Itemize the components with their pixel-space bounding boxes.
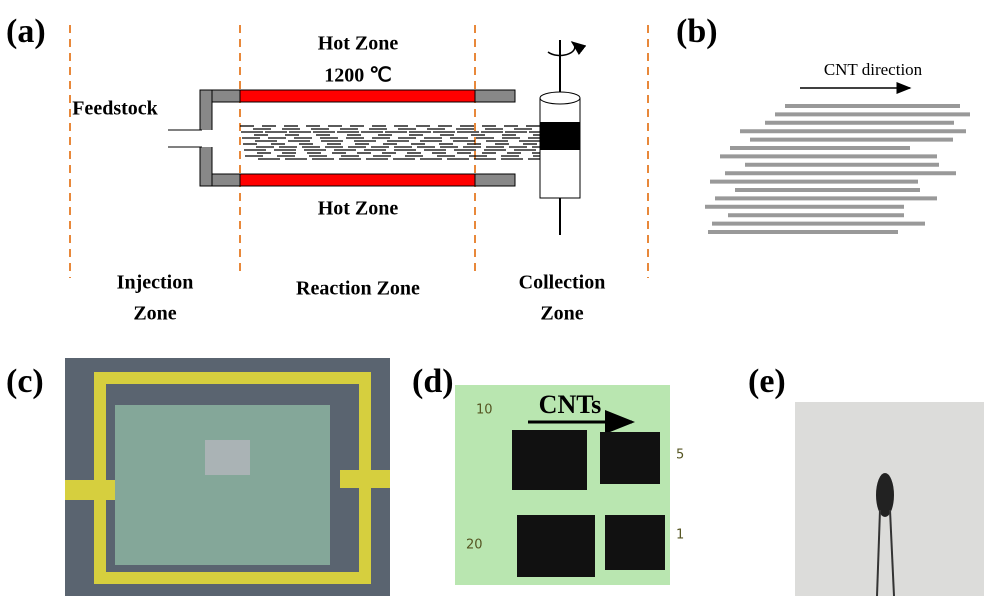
sample-mark: 5	[676, 448, 684, 463]
panel-label: (b)	[676, 13, 718, 50]
panel-label: (c)	[6, 363, 44, 400]
panel-d: (d) CNTs 10 5 20 1	[412, 363, 684, 585]
page: {"panels": { "a": {"label": "(a)", "hot_…	[0, 0, 984, 596]
direction-label: CNT direction	[824, 60, 923, 79]
frame-arm	[340, 470, 390, 488]
direction-label: CNTs	[539, 390, 602, 419]
frame-arm	[65, 480, 115, 500]
hot-zone-label: Hot Zone	[318, 198, 399, 220]
cnt-sample	[600, 432, 660, 484]
panel-label: (e)	[748, 363, 786, 400]
zone-label: Zone	[540, 303, 583, 325]
heater	[240, 90, 475, 102]
tube-end	[475, 90, 515, 102]
zone-label: Reaction Zone	[296, 278, 420, 300]
figure: (a) Hot Zone 1200 ℃ Feedstock Hot Zone I…	[0, 0, 984, 596]
cnt-band	[540, 122, 580, 150]
tube-end	[212, 90, 240, 102]
rotation-arrow	[548, 42, 575, 55]
heater	[240, 174, 475, 186]
cnt-sample	[512, 430, 587, 490]
tube-end	[475, 174, 515, 186]
panel-e: (e)	[748, 363, 984, 596]
temperature-label: 1200 ℃	[324, 65, 391, 87]
cnt-dashes	[240, 126, 551, 159]
zone-label: Injection	[117, 272, 194, 294]
tube-end	[212, 174, 240, 186]
feedstock-label: Feedstock	[72, 98, 158, 120]
zone-label: Collection	[519, 272, 606, 294]
sample-mark: 1	[676, 528, 684, 543]
sample-mark: 10	[476, 403, 493, 418]
cnt-sample	[517, 515, 595, 577]
panel-b: (b) CNT direction	[676, 13, 970, 232]
sensor-head	[876, 473, 894, 517]
panel-label: (d)	[412, 363, 454, 400]
panel-c: (c)	[6, 358, 390, 596]
panel-a: (a) Hot Zone 1200 ℃ Feedstock Hot Zone I…	[6, 13, 648, 325]
zone-label: Zone	[133, 303, 176, 325]
sample	[205, 440, 250, 475]
sample-mark: 20	[466, 538, 483, 553]
collector-top	[540, 92, 580, 104]
fibers	[705, 106, 970, 232]
inlet-gap	[195, 130, 217, 147]
hot-zone-label: Hot Zone	[318, 33, 399, 55]
cnt-sample	[605, 515, 665, 570]
film	[115, 405, 330, 565]
panel-label: (a)	[6, 13, 46, 50]
